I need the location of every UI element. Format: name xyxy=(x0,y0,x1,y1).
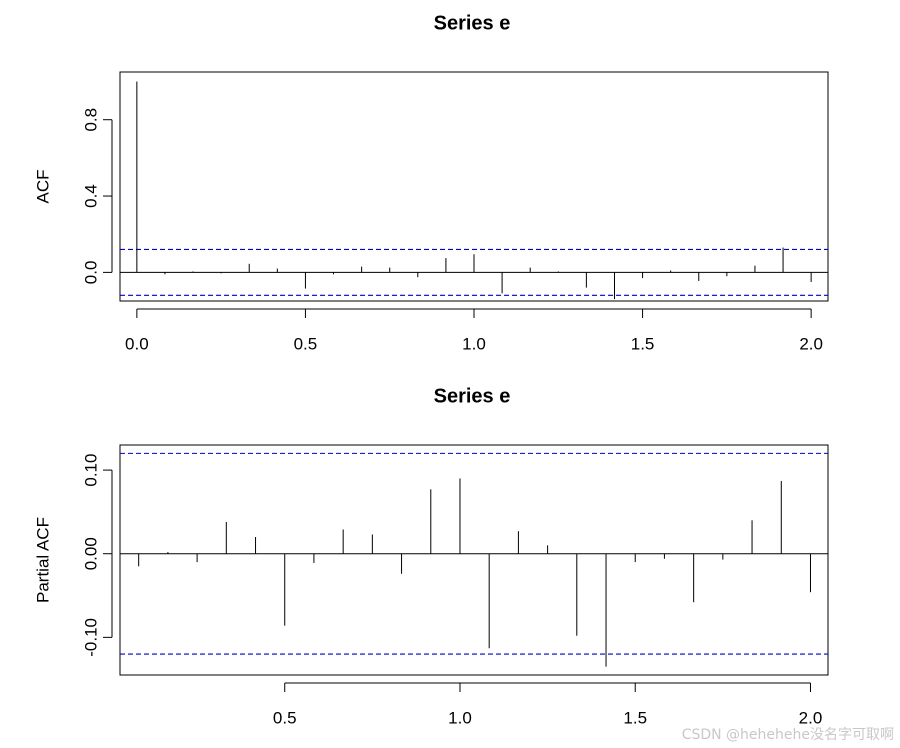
acf-y-tick-label: 0.0 xyxy=(81,261,100,285)
pacf-y-axis-label: Partial ACF xyxy=(33,517,52,603)
acf-y-tick-label: 0.8 xyxy=(81,108,100,132)
pacf-x-tick-label: 2.0 xyxy=(799,708,823,727)
acf-x-tick-label: 0.0 xyxy=(125,334,149,353)
acf-plot-frame xyxy=(119,71,829,302)
pacf-y-tick-label: -0.10 xyxy=(81,618,100,657)
watermark: CSDN @hehehehe没名字可取啊 xyxy=(681,727,894,743)
acf-x-tick-label: 0.5 xyxy=(294,334,318,353)
pacf-panel: Series e 0.5 1.0 1.5 2.0 -0.10 0.00 0.10 Partial… xyxy=(33,385,829,727)
pacf-plot-frame xyxy=(119,444,829,676)
acf-panel: Series e 0.0 0.5 1.0 1.5 2.0 0.0 0.4 0.8 ACF xyxy=(33,12,829,353)
acf-y-tick-label: 0.4 xyxy=(81,184,100,208)
acf-x-tick-label: 2.0 xyxy=(799,334,823,353)
pacf-y-tick-label: 0.00 xyxy=(81,537,100,570)
acf-x-tick-label: 1.5 xyxy=(631,334,655,353)
acf-title: Series e xyxy=(434,12,511,34)
pacf-x-tick-label: 1.0 xyxy=(448,708,472,727)
pacf-x-tick-label: 0.5 xyxy=(273,708,297,727)
acf-y-axis-label: ACF xyxy=(33,170,52,204)
pacf-y-tick-label: 0.10 xyxy=(81,454,100,487)
pacf-x-tick-label: 1.5 xyxy=(623,708,647,727)
pacf-title: Series e xyxy=(434,385,511,407)
acf-x-tick-label: 1.0 xyxy=(462,334,486,353)
